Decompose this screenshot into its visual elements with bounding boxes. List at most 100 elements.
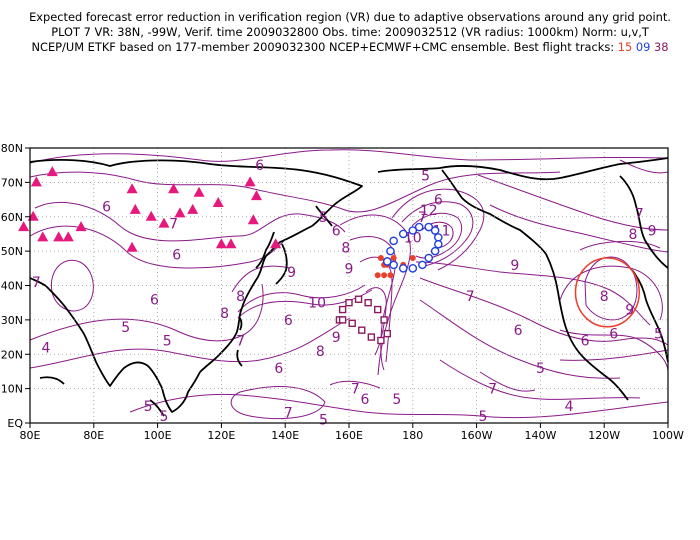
coastline — [39, 376, 65, 385]
coastline — [441, 169, 629, 401]
verification-region — [574, 257, 641, 328]
y-tick-label: 10N — [1, 383, 23, 396]
contour-label: 8 — [600, 289, 609, 305]
raob-triangle — [129, 203, 141, 214]
y-tick-label: 20N — [1, 348, 23, 361]
raob-triangle — [75, 221, 87, 232]
contour-label: 6 — [255, 158, 264, 174]
contour-line — [359, 256, 393, 363]
contour-label: 7 — [418, 210, 427, 226]
contour-line — [489, 204, 669, 253]
coastline — [275, 243, 288, 285]
track-point — [418, 260, 427, 270]
track-point — [409, 255, 416, 261]
contour-line — [415, 261, 651, 326]
contour-line — [419, 299, 621, 379]
contour-label: 10 — [404, 230, 422, 246]
contour-label: 7 — [351, 382, 360, 398]
contour-line — [559, 349, 669, 361]
track-point — [367, 333, 376, 341]
contour-label: 7 — [466, 289, 475, 305]
track-point — [354, 295, 363, 303]
contour-line — [230, 386, 326, 420]
x-tick-label: 80E — [20, 429, 41, 442]
contour-line — [237, 289, 373, 319]
contour-label: 5 — [654, 327, 663, 343]
contour-label: 9 — [510, 258, 519, 274]
track-point — [386, 246, 395, 256]
track-point — [398, 264, 408, 273]
raob-triangle — [250, 190, 262, 201]
raob-triangle — [158, 217, 170, 228]
track-point — [381, 272, 388, 279]
contour-line — [29, 171, 561, 213]
contour-label: 4 — [565, 399, 574, 415]
x-tick-label: 120E — [207, 429, 235, 442]
contour-label: 7 — [236, 334, 245, 350]
contour-label: 5 — [536, 361, 545, 377]
contour-label: 5 — [319, 210, 328, 226]
plot-frame — [29, 147, 669, 424]
track-point — [377, 336, 385, 345]
header-line-1: Expected forecast error reduction in ver… — [29, 10, 671, 24]
contour-line — [439, 359, 641, 400]
raob-triangle — [126, 183, 138, 194]
y-tick-label: 30N — [1, 314, 23, 327]
coastline — [315, 205, 333, 227]
contour-label: 9 — [625, 303, 634, 319]
raob-triangle — [215, 238, 227, 249]
contour-label: 4 — [41, 340, 50, 356]
contour-line — [401, 201, 474, 267]
raob-triangle — [18, 221, 30, 232]
contour-label: 10 — [308, 296, 326, 312]
contour-label: 7 — [488, 382, 497, 398]
track-point — [364, 298, 372, 307]
x-tick-label: 180 — [402, 429, 423, 442]
raob-triangle — [46, 166, 58, 177]
coastline — [236, 349, 243, 367]
raob-triangle — [53, 231, 65, 242]
raob-triangle — [168, 183, 180, 194]
contour-line — [339, 214, 411, 376]
contour-line — [579, 241, 661, 251]
contour-label: 6 — [284, 313, 293, 329]
x-tick-label: 140E — [271, 429, 299, 442]
track-point — [358, 326, 366, 334]
y-tick-label: 50N — [1, 245, 23, 258]
contour-line — [477, 174, 669, 231]
header-line-2: PLOT 7 VR: 38N, -99W, Verif. time 200903… — [51, 25, 649, 39]
contour-label: 5 — [319, 413, 328, 429]
track-point — [408, 264, 418, 273]
y-tick-label: EQ — [7, 417, 23, 430]
track-point — [430, 226, 440, 235]
contour-label: 8 — [628, 227, 637, 243]
x-tick-label: 160W — [461, 429, 493, 442]
contour-label: 7 — [169, 217, 178, 233]
contour-line — [479, 371, 536, 392]
track-point — [382, 257, 392, 266]
contour-label: 5 — [163, 334, 172, 350]
x-tick-label: 120W — [588, 429, 620, 442]
contour-label: 8 — [236, 289, 245, 305]
coastline — [377, 157, 669, 181]
contour-label: 6 — [102, 199, 111, 215]
coastline — [29, 277, 201, 413]
contour-label: 6 — [514, 323, 523, 339]
contour-line — [29, 149, 669, 164]
contour-line — [329, 380, 381, 389]
track-point — [430, 246, 440, 256]
coastline — [149, 399, 165, 417]
track-point — [424, 253, 434, 263]
track-point — [345, 298, 353, 307]
x-tick-label: 140W — [524, 429, 556, 442]
contour-label: 6 — [434, 193, 443, 209]
contour-label: 8 — [341, 241, 350, 257]
coastline — [255, 231, 275, 269]
chart-header: Expected forecast error reduction in ver… — [0, 10, 700, 55]
x-tick-label: 100E — [144, 429, 172, 442]
raob-triangle — [244, 176, 256, 187]
contour-line — [29, 283, 264, 342]
flight-track-09 — [382, 222, 443, 273]
raob-triangle — [145, 210, 157, 221]
